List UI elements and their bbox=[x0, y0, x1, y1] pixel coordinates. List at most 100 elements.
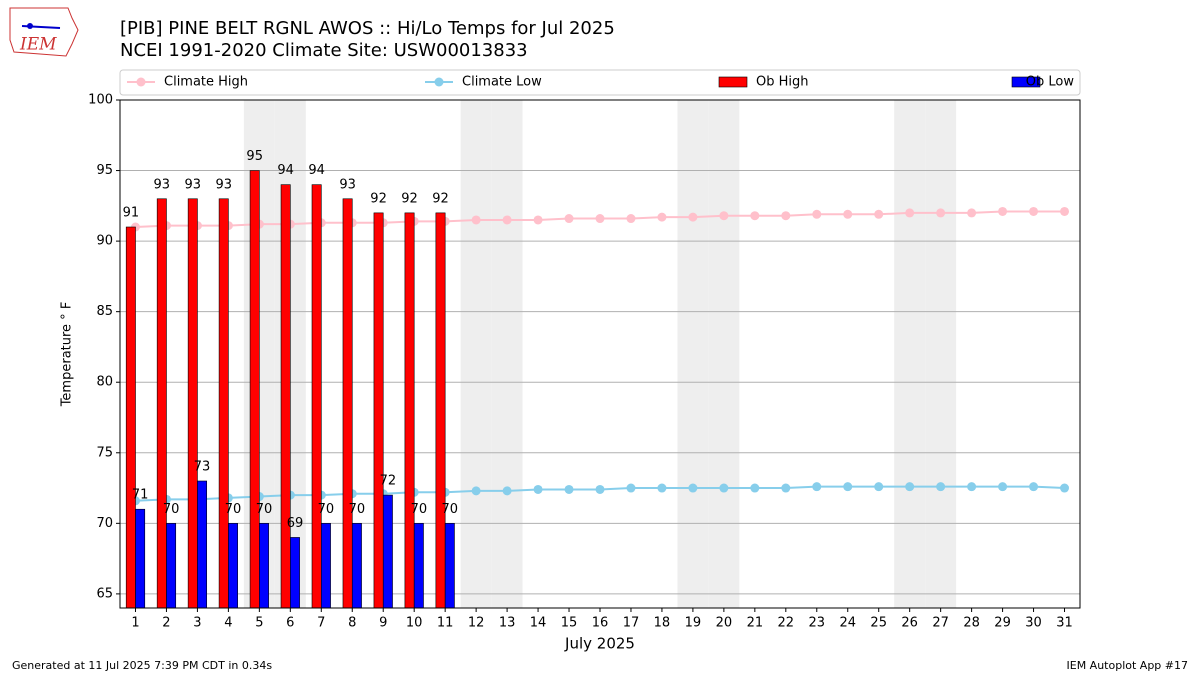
x-tick-label: 17 bbox=[623, 616, 640, 631]
line-point bbox=[1060, 206, 1070, 216]
x-tick-label: 15 bbox=[561, 616, 578, 631]
bar-value-label: 70 bbox=[256, 502, 273, 517]
legend-label: Climate Low bbox=[462, 75, 542, 90]
x-tick-label: 26 bbox=[901, 616, 918, 631]
x-tick-label: 18 bbox=[654, 616, 671, 631]
x-axis-label: July 2025 bbox=[564, 635, 635, 653]
x-tick-label: 3 bbox=[193, 616, 201, 631]
bar bbox=[444, 523, 455, 609]
line-point bbox=[1060, 483, 1070, 493]
bar bbox=[435, 212, 446, 609]
line-point bbox=[533, 215, 543, 225]
weekend-shade bbox=[925, 100, 957, 608]
legend-swatch bbox=[1011, 76, 1041, 88]
bar-value-label: 73 bbox=[194, 460, 211, 475]
bar bbox=[249, 170, 260, 609]
y-tick-label: 80 bbox=[96, 375, 113, 390]
chart-title: [PIB] PINE BELT RGNL AWOS :: Hi/Lo Temps… bbox=[120, 18, 615, 39]
bar bbox=[218, 198, 229, 609]
bar bbox=[166, 523, 177, 609]
y-axis-label: Temperature ° F bbox=[60, 302, 75, 408]
line-point bbox=[874, 482, 884, 492]
x-tick-label: 6 bbox=[286, 616, 294, 631]
line-point bbox=[719, 211, 729, 221]
bar-value-label: 92 bbox=[432, 191, 449, 206]
x-tick-label: 28 bbox=[963, 616, 980, 631]
line-point bbox=[874, 209, 884, 219]
line-point bbox=[843, 209, 853, 219]
line-point bbox=[750, 483, 760, 493]
bar-value-label: 95 bbox=[246, 149, 263, 164]
y-tick-label: 95 bbox=[96, 163, 113, 178]
x-tick-label: 30 bbox=[1025, 616, 1042, 631]
line-point bbox=[626, 214, 636, 224]
line-point bbox=[998, 482, 1008, 492]
line-point bbox=[564, 214, 574, 224]
x-tick-label: 16 bbox=[592, 616, 609, 631]
line-point bbox=[905, 208, 915, 218]
bar-value-label: 70 bbox=[411, 502, 428, 517]
plot-frame bbox=[119, 99, 1081, 609]
legend-swatch bbox=[718, 76, 748, 88]
x-tick-label: 21 bbox=[747, 616, 764, 631]
x-tick-label: 19 bbox=[685, 616, 702, 631]
bar bbox=[259, 523, 269, 609]
line-point bbox=[688, 212, 698, 222]
line-point bbox=[812, 209, 822, 219]
weekend-shade bbox=[491, 100, 523, 608]
x-tick-label: 9 bbox=[379, 616, 387, 631]
line-point bbox=[688, 483, 698, 493]
bar-value-label: 93 bbox=[154, 177, 171, 192]
weekend-shade bbox=[708, 100, 740, 608]
x-tick-label: 11 bbox=[437, 616, 454, 631]
bar bbox=[311, 184, 322, 609]
weekend-shade bbox=[677, 100, 709, 608]
bar bbox=[413, 523, 424, 609]
x-tick-label: 20 bbox=[716, 616, 733, 631]
line-point bbox=[781, 211, 791, 221]
line-point bbox=[471, 215, 481, 225]
x-tick-label: 7 bbox=[317, 616, 325, 631]
bar-value-label: 92 bbox=[401, 191, 418, 206]
bar bbox=[373, 212, 384, 609]
bar bbox=[187, 198, 198, 609]
line-point bbox=[719, 483, 729, 493]
line-point bbox=[564, 484, 574, 494]
line-point bbox=[967, 482, 977, 492]
x-tick-label: 29 bbox=[994, 616, 1011, 631]
footer-right: IEM Autoplot App #17 bbox=[1067, 659, 1189, 672]
chart-subtitle: NCEI 1991-2020 Climate Site: USW00013833 bbox=[120, 40, 528, 61]
line-point bbox=[502, 215, 512, 225]
bar-value-label: 70 bbox=[225, 502, 242, 517]
x-tick-label: 1 bbox=[131, 616, 139, 631]
bar-value-label: 70 bbox=[163, 502, 180, 517]
bar-value-label: 93 bbox=[185, 177, 202, 192]
bar bbox=[156, 198, 167, 609]
bar-value-label: 92 bbox=[370, 191, 387, 206]
y-tick-label: 90 bbox=[96, 234, 113, 249]
x-tick-label: 22 bbox=[778, 616, 795, 631]
weekend-shade bbox=[460, 100, 492, 608]
bar-value-label: 93 bbox=[215, 177, 232, 192]
line-point bbox=[781, 483, 791, 493]
bar-value-label: 72 bbox=[380, 474, 397, 489]
line-point bbox=[812, 482, 822, 492]
y-tick-label: 75 bbox=[96, 445, 113, 460]
x-tick-label: 10 bbox=[406, 616, 423, 631]
bar bbox=[135, 508, 146, 609]
line-point bbox=[843, 482, 853, 492]
bar bbox=[197, 480, 208, 609]
line-point bbox=[471, 486, 481, 496]
footer-left: Generated at 11 Jul 2025 7:39 PM CDT in … bbox=[12, 659, 272, 672]
logo: IEM bbox=[9, 7, 79, 57]
x-tick-label: 27 bbox=[932, 616, 949, 631]
bar bbox=[280, 184, 291, 609]
line-point bbox=[967, 208, 977, 218]
line-point bbox=[502, 486, 512, 496]
bar-value-label: 69 bbox=[287, 516, 304, 531]
legend-box bbox=[119, 69, 1081, 96]
bar bbox=[342, 198, 353, 609]
line-point bbox=[595, 484, 605, 494]
bar bbox=[290, 537, 300, 609]
